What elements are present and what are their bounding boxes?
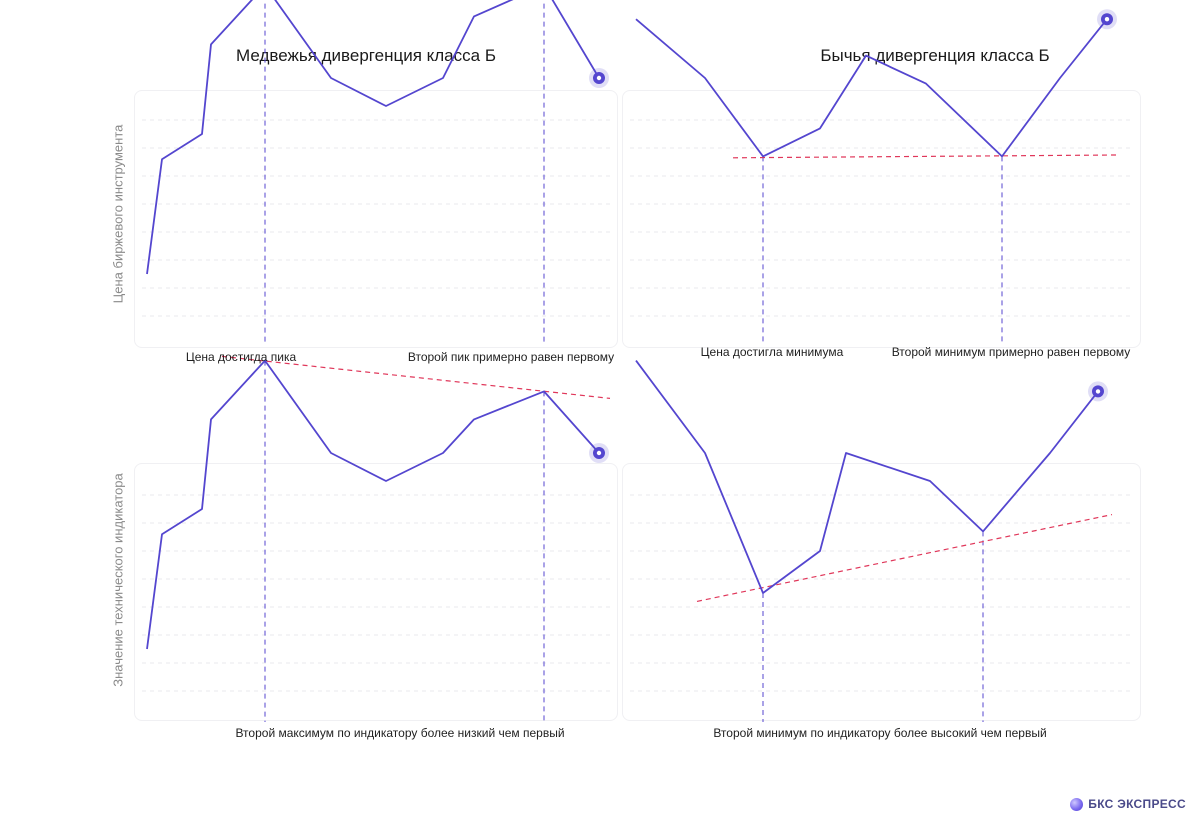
series-line: [146, 359, 600, 650]
panel-top-right: [622, 90, 1141, 348]
end-marker-dot: [596, 75, 602, 81]
brand-label: БКС ЭКСПРЕСС: [1088, 797, 1186, 811]
trend-line: [696, 514, 1113, 602]
annotation-first-minimum: Цена достигла минимума: [700, 345, 844, 359]
series-line: [146, 0, 600, 275]
panel-bottom-left: [134, 463, 618, 721]
series-line: [635, 360, 1099, 594]
brand-logo: БКС ЭКСПРЕСС: [1070, 797, 1186, 811]
trend-line: [732, 154, 1117, 159]
end-marker-dot: [1104, 17, 1110, 22]
annotation-second-peak: Второй пик примерно равен первому: [407, 350, 615, 364]
panel-bottom-right: [622, 463, 1141, 721]
panel-top-left: [134, 90, 618, 348]
trend-line: [221, 355, 611, 399]
end-marker-dot: [1095, 389, 1101, 394]
bks-logo-icon: [1070, 797, 1084, 811]
annotation-indicator-lower-high: Второй максимум по индикатору более низк…: [235, 726, 565, 740]
annotation-second-minimum: Второй минимум примерно равен первому: [891, 345, 1131, 359]
annotation-first-peak: Цена достигда пика: [185, 350, 297, 364]
end-marker-dot: [596, 450, 602, 456]
annotation-indicator-higher-low: Второй минимум по индикатору более высок…: [713, 726, 1047, 740]
left-column-title: Медвежья дивергенция класса Б: [236, 46, 496, 65]
series-line: [635, 18, 1108, 158]
